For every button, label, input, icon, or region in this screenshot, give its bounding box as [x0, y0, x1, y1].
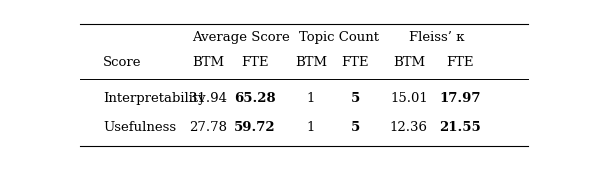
Text: 27.78: 27.78: [189, 121, 227, 134]
Text: 12.36: 12.36: [390, 121, 428, 134]
Text: Fleiss’ κ: Fleiss’ κ: [409, 31, 465, 44]
Text: Usefulness: Usefulness: [104, 121, 176, 134]
Text: FTE: FTE: [341, 56, 369, 69]
Text: 59.72: 59.72: [234, 121, 276, 134]
Text: 5: 5: [350, 121, 360, 134]
Text: BTM: BTM: [295, 56, 327, 69]
Text: 5: 5: [350, 92, 360, 105]
Text: BTM: BTM: [192, 56, 225, 69]
Text: FTE: FTE: [241, 56, 268, 69]
Text: Score: Score: [104, 56, 141, 69]
Text: Topic Count: Topic Count: [299, 31, 379, 44]
Text: Average Score: Average Score: [192, 31, 290, 44]
Text: 1: 1: [306, 121, 315, 134]
Text: 65.28: 65.28: [234, 92, 276, 105]
Text: 21.55: 21.55: [439, 121, 481, 134]
Text: 1: 1: [306, 92, 315, 105]
Text: 17.97: 17.97: [439, 92, 481, 105]
Text: BTM: BTM: [393, 56, 425, 69]
Text: Interpretability: Interpretability: [104, 92, 206, 105]
Text: 31.94: 31.94: [189, 92, 227, 105]
Text: FTE: FTE: [447, 56, 474, 69]
Text: 15.01: 15.01: [390, 92, 427, 105]
